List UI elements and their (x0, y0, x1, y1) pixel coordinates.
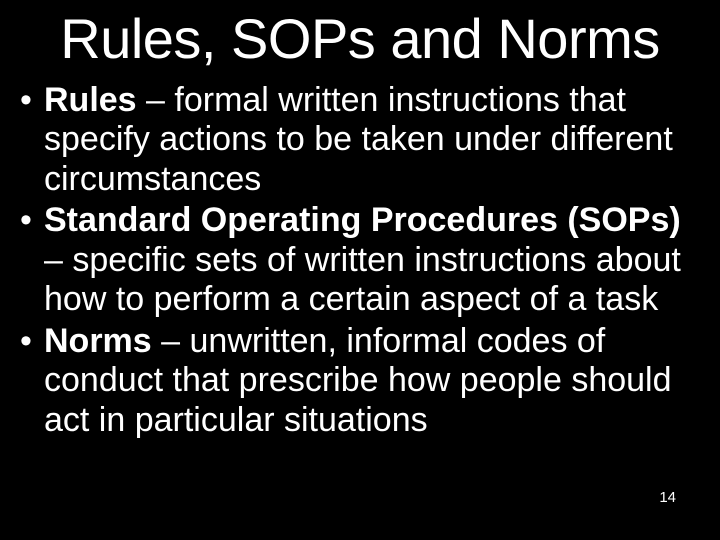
bullet-item: Norms – unwritten, informal codes of con… (18, 322, 702, 440)
definition-text: – specific sets of written instructions … (44, 241, 681, 318)
page-number: 14 (659, 489, 676, 506)
slide-container: Rules, SOPs and Norms Rules – formal wri… (0, 0, 720, 540)
term-label: Rules (44, 81, 137, 119)
term-label: Standard Operating Procedures (SOPs) (44, 201, 681, 239)
bullet-list: Rules – formal written instructions that… (18, 81, 702, 440)
slide-title: Rules, SOPs and Norms (18, 6, 702, 71)
term-label: Norms (44, 322, 152, 360)
bullet-item: Rules – formal written instructions that… (18, 81, 702, 199)
bullet-item: Standard Operating Procedures (SOPs) – s… (18, 201, 702, 319)
definition-text: – formal written instructions that speci… (44, 81, 673, 198)
